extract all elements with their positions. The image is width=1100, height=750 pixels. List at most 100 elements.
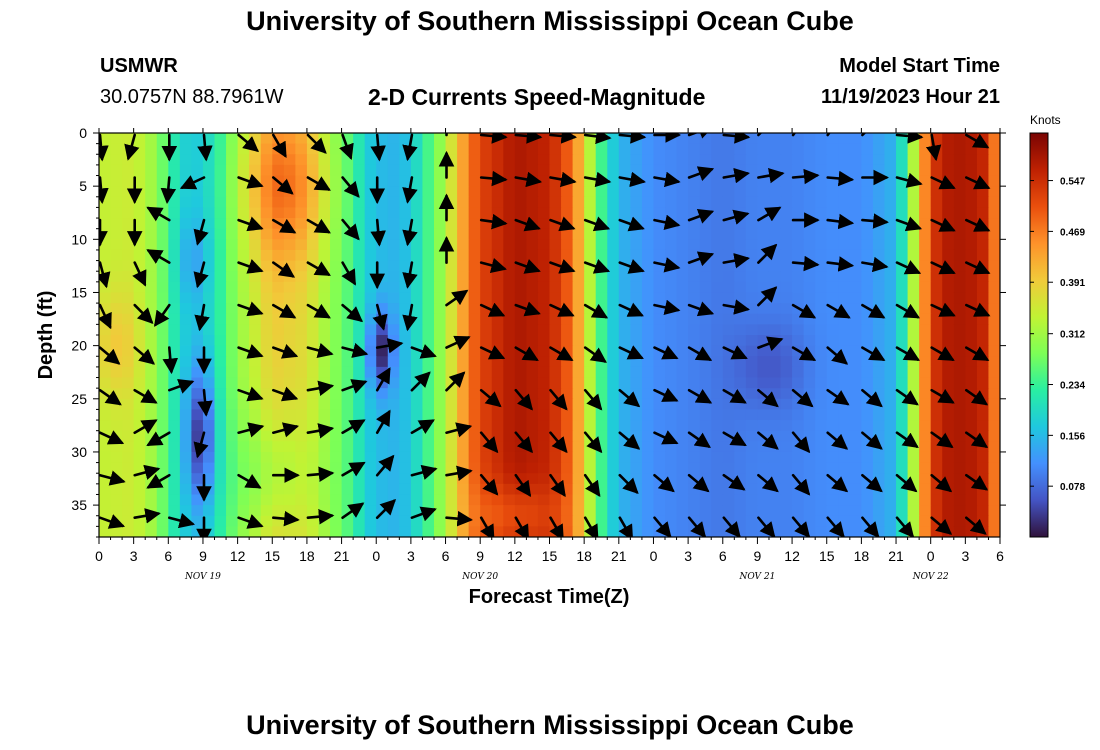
heatmap-cell (260, 398, 273, 411)
heatmap-cell (387, 143, 400, 155)
heatmap-cell (133, 451, 146, 464)
current-vector (826, 303, 851, 319)
heatmap-cell (283, 133, 296, 145)
heatmap-cell (953, 356, 966, 368)
heatmap-cell (445, 228, 458, 240)
heatmap-cell (884, 324, 897, 336)
heatmap-cell (480, 324, 493, 336)
heatmap-cell (618, 420, 631, 432)
heatmap-cell (745, 398, 759, 411)
heatmap-cell (734, 260, 747, 272)
heatmap-cell (179, 462, 193, 474)
heatmap-cell (226, 483, 239, 496)
heatmap-cell (653, 366, 666, 379)
heatmap-cell (433, 186, 447, 198)
heatmap-cell (503, 260, 516, 272)
current-vector (549, 388, 568, 411)
heatmap-cell (676, 143, 689, 155)
heatmap-cell (653, 164, 666, 177)
heatmap-cell (849, 409, 862, 421)
heatmap-cell (584, 366, 597, 379)
heatmap-cell (133, 526, 146, 537)
heatmap-cell (930, 154, 943, 166)
current-vector (757, 243, 778, 264)
heatmap-cell (191, 398, 204, 411)
heatmap-cell (919, 473, 932, 485)
heatmap-cell (306, 377, 320, 389)
heatmap-cell (306, 154, 320, 166)
heatmap-cell (618, 207, 631, 219)
heatmap-cell (745, 335, 759, 347)
heatmap-cell (745, 292, 759, 304)
heatmap-cell (318, 313, 331, 325)
heatmap-cell (849, 154, 862, 166)
heatmap-cell (214, 292, 227, 304)
heatmap-cell (757, 207, 770, 219)
heatmap-cell (283, 483, 296, 496)
heatmap-cell (872, 388, 886, 400)
heatmap-cell (641, 451, 655, 464)
heatmap-cell (537, 218, 551, 230)
heatmap-cell (202, 303, 216, 315)
heatmap-cell (838, 313, 851, 325)
heatmap-cell (711, 292, 724, 304)
heatmap-cell (283, 366, 296, 379)
heatmap-cell (907, 366, 920, 379)
heatmap-cell (468, 420, 481, 432)
heatmap-cell (976, 451, 990, 464)
heatmap-cell (699, 175, 712, 187)
heatmap-cell (364, 292, 377, 304)
heatmap-cell (399, 377, 412, 389)
heatmap-cell (780, 239, 793, 251)
heatmap-cell (133, 260, 146, 272)
heatmap-cell (422, 356, 435, 368)
heatmap-cell (792, 207, 805, 219)
heatmap-cell (214, 398, 227, 411)
heatmap-cell (445, 451, 458, 464)
heatmap-cell (549, 324, 562, 336)
heatmap-cell (133, 324, 146, 336)
heatmap-cell (734, 356, 747, 368)
heatmap-cell (896, 494, 909, 506)
heatmap-cell (653, 239, 666, 251)
heatmap-cell (722, 324, 735, 336)
heatmap-cell (156, 377, 169, 389)
heatmap-cell (330, 281, 343, 294)
heatmap-cell (665, 228, 678, 240)
heatmap-cell (433, 228, 447, 240)
heatmap-cell (676, 494, 689, 506)
heatmap-cell (122, 345, 135, 357)
heatmap-cell (572, 239, 585, 251)
heatmap-cell (803, 313, 816, 325)
y-tick-label: 35 (71, 497, 87, 513)
heatmap-cell (711, 260, 724, 272)
heatmap-cell (688, 356, 701, 368)
heatmap-cell (930, 292, 943, 304)
heatmap-cell (503, 409, 516, 421)
heatmap-cell (145, 239, 158, 251)
heatmap-cell (179, 313, 193, 325)
heatmap-cell (387, 271, 400, 283)
heatmap-cell (387, 345, 400, 357)
heatmap-cell (410, 164, 424, 177)
heatmap-cell (526, 494, 539, 506)
heatmap-cell (260, 483, 273, 496)
heatmap-cell (711, 398, 724, 411)
heatmap-cell (156, 335, 169, 347)
heatmap-cell (803, 186, 816, 198)
heatmap-cell (422, 483, 435, 496)
heatmap-cell (353, 430, 366, 442)
current-vector (479, 213, 508, 230)
heatmap-cell (249, 249, 262, 262)
heatmap-cell (976, 313, 990, 325)
heatmap-cell (988, 505, 1000, 517)
heatmap-cell (110, 451, 123, 464)
heatmap-cell (988, 451, 1000, 464)
heatmap-cell (295, 335, 308, 347)
heatmap-cell (480, 356, 493, 368)
heatmap-cell (838, 505, 851, 517)
x-tick-label: 9 (199, 548, 207, 564)
heatmap-cell (433, 335, 447, 347)
heatmap-cell (445, 388, 458, 400)
heatmap-cell (953, 228, 966, 240)
